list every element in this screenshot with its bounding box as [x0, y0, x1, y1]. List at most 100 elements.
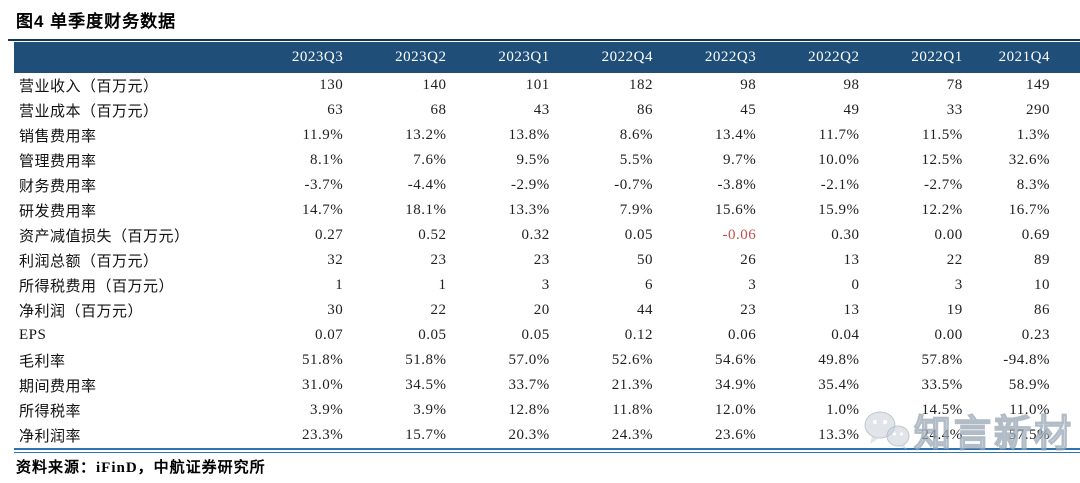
cell: 1 — [335, 277, 344, 293]
cell: 0.69 — [1021, 227, 1050, 243]
cell: 49 — [843, 102, 860, 118]
cell: 0.52 — [418, 227, 447, 243]
table-body: 营业收入（百万元） 130 140 101 182 98 98 78 149 营业成本（百万元） 6… — [14, 73, 1080, 448]
cell: 0.12 — [624, 327, 653, 343]
cell: 14.5% — [921, 402, 963, 418]
table-row: 所得税费用（百万元） 1 1 3 6 3 0 3 10 — [14, 273, 1080, 298]
cell: 20.3% — [508, 427, 550, 443]
row-label: 净利润率 — [19, 429, 82, 445]
cell: 1 — [438, 277, 447, 293]
cell: 58.9% — [1008, 377, 1050, 393]
cell: 290 — [1026, 102, 1050, 118]
cell: 23 — [430, 252, 447, 268]
row-label: 营业收入（百万元） — [19, 79, 159, 95]
cell: 98 — [740, 77, 757, 93]
cell: 0.07 — [315, 327, 344, 343]
cell: 3 — [541, 277, 550, 293]
cell: 22 — [946, 252, 963, 268]
table-row: 销售费用率 11.9% 13.2% 13.8% 8.6% 13.4% 11.7% 11.5% 1… — [14, 123, 1080, 148]
cell: 0.27 — [315, 227, 344, 243]
cell: 3 — [748, 277, 757, 293]
cell: 98 — [843, 77, 860, 93]
cell: 0.05 — [521, 327, 550, 343]
row-label: 净利润（百万元） — [19, 304, 144, 320]
row-label: 销售费用率 — [19, 129, 97, 145]
cell: 35.4% — [818, 377, 860, 393]
cell: 11.5% — [922, 127, 963, 143]
cell: 130 — [319, 77, 344, 93]
cell: 52.6% — [611, 352, 653, 368]
table-row: 营业成本（百万元） 63 68 43 86 45 49 33 290 — [14, 98, 1080, 123]
title-divider — [8, 39, 1080, 41]
cell: 140 — [422, 77, 447, 93]
cell: 12.0% — [715, 402, 757, 418]
cell: 32.6% — [1008, 152, 1050, 168]
cell: 24.3% — [611, 427, 653, 443]
cell: 13.2% — [405, 127, 447, 143]
cell: 33.5% — [921, 377, 963, 393]
cell: 34.9% — [715, 377, 757, 393]
cell: 1.3% — [1016, 127, 1050, 143]
cell: 3.9% — [310, 402, 344, 418]
cell: 0.04 — [831, 327, 860, 343]
cell: 11.0% — [1009, 402, 1050, 418]
cell: 12.5% — [921, 152, 963, 168]
column-header: 2022Q2 — [808, 49, 860, 65]
cell: -0.06 — [722, 227, 757, 243]
figure-title: 图4 单季度财务数据 — [16, 12, 177, 31]
cell: 43 — [533, 102, 550, 118]
row-label: EPS — [19, 327, 47, 343]
cell: 9.5% — [516, 152, 550, 168]
cell: 8.3% — [1016, 177, 1050, 193]
cell: 63 — [327, 102, 344, 118]
cell: 10 — [1034, 277, 1050, 293]
cell: 50 — [637, 252, 653, 268]
cell: 0.00 — [934, 227, 963, 243]
cell: -94.8% — [1003, 352, 1050, 368]
cell: 86 — [1034, 302, 1050, 318]
cell: 7.6% — [413, 152, 447, 168]
cell: 14.7% — [302, 202, 344, 218]
cell: 23 — [533, 252, 550, 268]
table-row: 财务费用率 -3.7% -4.4% -2.9% -0.7% -3.8% -2.1% -2.7%… — [14, 173, 1080, 198]
cell: 11.8% — [612, 402, 653, 418]
cell: 89 — [1034, 252, 1050, 268]
quarterly-data-table: 2023Q3 2023Q2 2023Q1 2022Q4 2022Q3 2022Q2 2022… — [14, 42, 1080, 448]
cell: 11.7% — [818, 127, 860, 143]
cell: 20 — [533, 302, 550, 318]
table-row: 净利润（百万元） 30 22 20 44 23 13 19 86 — [14, 298, 1080, 323]
column-header: 2022Q4 — [601, 49, 653, 65]
cell: 86 — [637, 102, 653, 118]
source-note: 资料来源：iFinD，中航证券研究所 — [16, 460, 266, 476]
cell: 57.5% — [1008, 427, 1050, 443]
financial-table: 2023Q3 2023Q2 2023Q1 2022Q4 2022Q3 2022Q2 2022… — [14, 42, 1080, 453]
table-row: 所得税率 3.9% 3.9% 12.8% 11.8% 12.0% 1.0% 14.5% 11.0… — [14, 398, 1080, 423]
cell: 7.9% — [619, 202, 653, 218]
cell: 16.7% — [1008, 202, 1050, 218]
cell: 45 — [740, 102, 757, 118]
cell: 57.8% — [921, 352, 963, 368]
cell: 23 — [740, 302, 757, 318]
cell: 23.3% — [302, 427, 344, 443]
table-row: 研发费用率 14.7% 18.1% 13.3% 7.9% 15.6% 15.9% 12.2% 1… — [14, 198, 1080, 223]
cell: 9.7% — [723, 152, 757, 168]
cell: 22 — [430, 302, 447, 318]
cell: 31.0% — [302, 377, 344, 393]
cell: -0.7% — [614, 177, 653, 193]
table-row: 资产减值损失（百万元） 0.27 0.52 0.32 0.05 -0.06 0.30 0.00… — [14, 223, 1080, 248]
cell: 54.6% — [715, 352, 757, 368]
cell: 13.8% — [508, 127, 550, 143]
cell: 51.8% — [405, 352, 447, 368]
cell: 13 — [843, 252, 860, 268]
cell: 30 — [327, 302, 344, 318]
cell: 0.30 — [831, 227, 860, 243]
cell: 8.1% — [310, 152, 344, 168]
table-row: 净利润率 23.3% 15.7% 20.3% 24.3% 23.6% 13.3% 24.4% 5… — [14, 423, 1080, 448]
row-label: 资产减值损失（百万元） — [19, 229, 190, 245]
cell: 44 — [637, 302, 653, 318]
cell: 11.9% — [302, 127, 344, 143]
table-row: 毛利率 51.8% 51.8% 57.0% 52.6% 54.6% 49.8% 57.8% -9… — [14, 348, 1080, 373]
row-label: 所得税率 — [19, 404, 82, 420]
column-header: 2023Q1 — [498, 49, 550, 65]
cell: 13.3% — [818, 427, 860, 443]
